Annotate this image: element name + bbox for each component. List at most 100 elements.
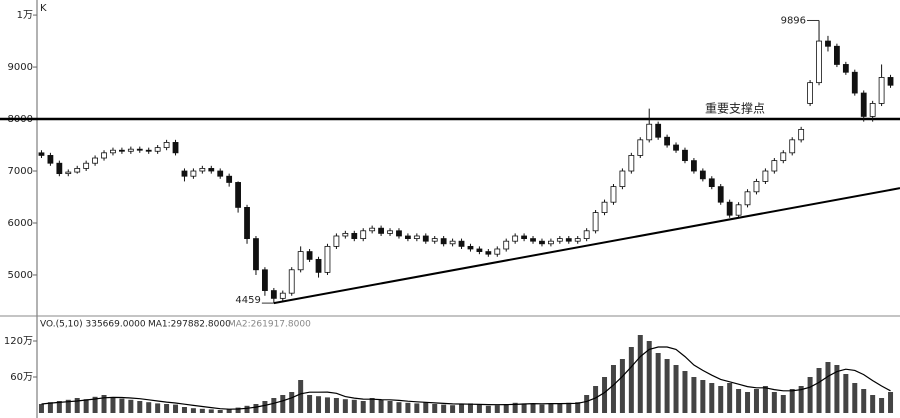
candle-body [753, 181, 760, 193]
price-axis-label: K [40, 3, 47, 14]
candle-body [136, 148, 143, 151]
volume-bar [584, 395, 590, 413]
trend-line [273, 187, 900, 305]
volume-bar [700, 380, 706, 413]
volume-bar [673, 365, 679, 413]
volume-bar [753, 389, 759, 413]
volume-bar [610, 365, 616, 413]
candle-body [476, 248, 483, 252]
candle-body [628, 155, 635, 172]
volume-header: VO.(5,10) 335669.0000 [40, 320, 146, 330]
volume-bar [512, 402, 518, 413]
high-label: 9896 [781, 15, 806, 26]
volume-bar [807, 377, 813, 413]
candle-body [262, 269, 268, 291]
volume-bar [173, 404, 179, 413]
volume-bar [691, 377, 697, 413]
volume-bar [271, 398, 277, 413]
candle-body [244, 207, 250, 239]
volume-bar [190, 408, 196, 413]
candle-body [878, 77, 885, 104]
candle-body [485, 251, 492, 255]
volume-bar [521, 403, 527, 413]
volume-bar [664, 359, 670, 413]
candle-body [235, 182, 241, 208]
volume-bar [459, 404, 465, 413]
volume-bar [602, 377, 608, 413]
candle-body [619, 170, 626, 188]
volume-bar [736, 389, 742, 413]
volume-bar [566, 402, 572, 413]
candle-body [440, 238, 447, 245]
candle-body [467, 245, 474, 250]
volume-bar [450, 405, 456, 413]
candle-body [556, 238, 563, 242]
y-tick-label: 1万 [17, 10, 33, 21]
support-label: 重要支撑点 [705, 101, 765, 116]
candle-body [217, 170, 224, 177]
candle-body [574, 238, 581, 242]
volume-bar [244, 405, 250, 413]
volume-bar [852, 383, 858, 413]
volume-bar [494, 405, 500, 413]
volume-bar [146, 402, 152, 413]
candle-body [503, 240, 510, 250]
candle-body [825, 40, 831, 47]
y-tick-label: 7000 [8, 166, 33, 177]
volume-bar [92, 396, 98, 413]
volume-bar [628, 347, 634, 413]
candle-body [369, 227, 376, 232]
candle-body [190, 170, 197, 177]
volume-bar [843, 374, 849, 413]
candle-body [548, 240, 554, 245]
volume-bar [861, 389, 867, 413]
candle-body [458, 240, 465, 247]
candle-body [530, 238, 536, 242]
candle-body [816, 40, 822, 84]
volume-bar [682, 371, 688, 413]
candle-body [744, 191, 751, 206]
volume-bar [593, 386, 599, 413]
volume-bar [762, 386, 768, 413]
volume-ma-line [41, 346, 891, 410]
volume-bar [137, 401, 143, 413]
candle-body [655, 123, 662, 138]
volume-bar [208, 409, 214, 413]
candle-body [673, 144, 679, 151]
volume-bar [369, 398, 375, 413]
volume-bar [47, 402, 53, 413]
volume-bar [280, 395, 286, 413]
volume-bar [637, 335, 643, 413]
volume-bar [199, 408, 205, 413]
candle-body [539, 240, 545, 245]
candle-body [101, 152, 107, 159]
candle-body [762, 170, 769, 182]
candle-body [422, 235, 429, 242]
volume-bar [38, 404, 44, 413]
volume-bar [262, 401, 268, 413]
candle-body [297, 251, 304, 271]
candle-body [199, 168, 206, 172]
volume-bar [870, 395, 876, 413]
volume-bar [378, 399, 384, 413]
volume-bar [780, 395, 786, 413]
volume-bar [432, 404, 438, 413]
candle-body [172, 142, 179, 154]
volume-bar [119, 398, 125, 413]
volume-bar [164, 404, 170, 413]
volume-bar [503, 404, 509, 413]
volume-bar [557, 404, 563, 413]
candle-body [664, 136, 670, 146]
candle-body [583, 230, 590, 239]
candle-body [726, 201, 733, 216]
volume-bar [289, 392, 295, 413]
candle-body [56, 162, 63, 175]
candle-body [360, 230, 367, 239]
candle-body [181, 170, 188, 177]
volume-bar [217, 410, 223, 413]
candle-body [494, 248, 501, 255]
candle-body [521, 235, 527, 239]
candle-body [324, 245, 331, 273]
